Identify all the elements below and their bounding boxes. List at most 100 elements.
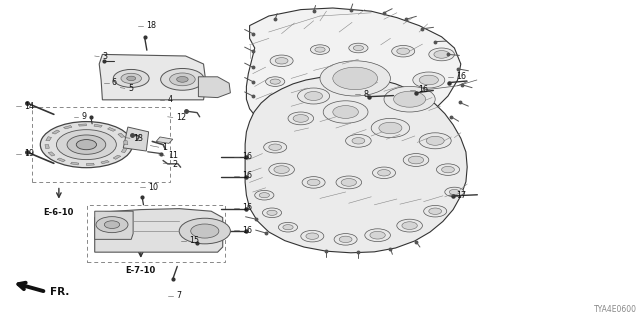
Circle shape <box>442 166 454 173</box>
Circle shape <box>266 77 285 86</box>
Circle shape <box>403 154 429 166</box>
Polygon shape <box>156 137 173 143</box>
Circle shape <box>370 231 385 239</box>
Circle shape <box>267 210 277 215</box>
Polygon shape <box>57 158 65 162</box>
Circle shape <box>288 112 314 125</box>
Polygon shape <box>124 141 128 145</box>
Polygon shape <box>108 127 116 131</box>
Circle shape <box>315 47 325 52</box>
Circle shape <box>305 92 323 100</box>
Polygon shape <box>122 148 127 153</box>
Text: E-7-10: E-7-10 <box>125 266 156 275</box>
Circle shape <box>67 135 106 154</box>
Circle shape <box>429 208 442 214</box>
Circle shape <box>269 163 294 176</box>
Polygon shape <box>113 155 121 159</box>
Circle shape <box>323 101 368 123</box>
Circle shape <box>336 176 362 189</box>
Text: 12: 12 <box>176 113 186 122</box>
Text: 4: 4 <box>168 95 173 104</box>
Text: 16: 16 <box>242 204 252 212</box>
Circle shape <box>307 179 320 186</box>
Polygon shape <box>99 54 206 100</box>
Polygon shape <box>124 127 148 151</box>
Text: 1: 1 <box>162 143 167 152</box>
Circle shape <box>293 115 308 122</box>
Circle shape <box>127 76 136 81</box>
Circle shape <box>301 230 324 242</box>
Circle shape <box>259 193 269 198</box>
Circle shape <box>264 141 287 153</box>
Circle shape <box>341 179 356 186</box>
Circle shape <box>392 45 415 57</box>
Text: 11: 11 <box>168 151 178 160</box>
Circle shape <box>262 208 282 218</box>
Circle shape <box>353 45 364 51</box>
Circle shape <box>424 205 447 217</box>
Circle shape <box>346 134 371 147</box>
Circle shape <box>397 48 410 54</box>
Circle shape <box>40 122 132 168</box>
Polygon shape <box>46 137 51 141</box>
Circle shape <box>179 218 230 244</box>
Circle shape <box>255 190 274 200</box>
Circle shape <box>104 221 120 228</box>
Polygon shape <box>79 124 86 126</box>
Polygon shape <box>95 209 223 252</box>
Circle shape <box>113 69 149 87</box>
Circle shape <box>339 236 352 243</box>
Circle shape <box>270 79 280 84</box>
Circle shape <box>352 138 365 144</box>
Circle shape <box>302 177 325 188</box>
Circle shape <box>274 166 289 173</box>
Circle shape <box>419 75 438 85</box>
Circle shape <box>269 144 282 150</box>
Text: TYA4E0600: TYA4E0600 <box>594 305 637 314</box>
Text: FR.: FR. <box>50 287 69 297</box>
Circle shape <box>334 234 357 245</box>
Text: 2: 2 <box>173 160 178 169</box>
Text: 16: 16 <box>456 72 467 81</box>
Text: 16: 16 <box>418 85 428 94</box>
Text: E-6-10: E-6-10 <box>44 208 74 217</box>
Circle shape <box>449 189 460 195</box>
Circle shape <box>96 217 128 233</box>
Circle shape <box>121 73 141 84</box>
Text: 7: 7 <box>176 292 181 300</box>
Circle shape <box>379 122 402 134</box>
Circle shape <box>275 58 288 64</box>
Circle shape <box>298 88 330 104</box>
Text: 13: 13 <box>133 134 143 143</box>
Circle shape <box>161 68 204 90</box>
Polygon shape <box>63 125 72 129</box>
Text: 10: 10 <box>148 183 159 192</box>
Text: 5: 5 <box>128 84 133 93</box>
Circle shape <box>76 140 97 150</box>
Text: 19: 19 <box>24 149 35 158</box>
Text: 15: 15 <box>189 236 200 245</box>
Circle shape <box>445 187 464 197</box>
Text: 16: 16 <box>242 152 252 161</box>
Circle shape <box>191 224 219 238</box>
Circle shape <box>371 118 410 138</box>
Text: 16: 16 <box>242 172 252 180</box>
Polygon shape <box>118 133 125 137</box>
Text: 16: 16 <box>242 226 252 235</box>
Circle shape <box>349 43 368 53</box>
Circle shape <box>333 67 378 90</box>
Polygon shape <box>45 145 49 148</box>
Bar <box>87 205 225 262</box>
Text: 17: 17 <box>456 191 467 200</box>
Polygon shape <box>101 160 109 164</box>
Circle shape <box>56 130 116 160</box>
Text: 8: 8 <box>364 90 369 99</box>
Circle shape <box>419 133 451 149</box>
Circle shape <box>397 219 422 232</box>
Polygon shape <box>52 130 60 134</box>
Circle shape <box>177 76 188 82</box>
Circle shape <box>372 167 396 179</box>
Polygon shape <box>70 162 79 165</box>
Polygon shape <box>86 163 94 165</box>
Text: 9: 9 <box>81 112 86 121</box>
